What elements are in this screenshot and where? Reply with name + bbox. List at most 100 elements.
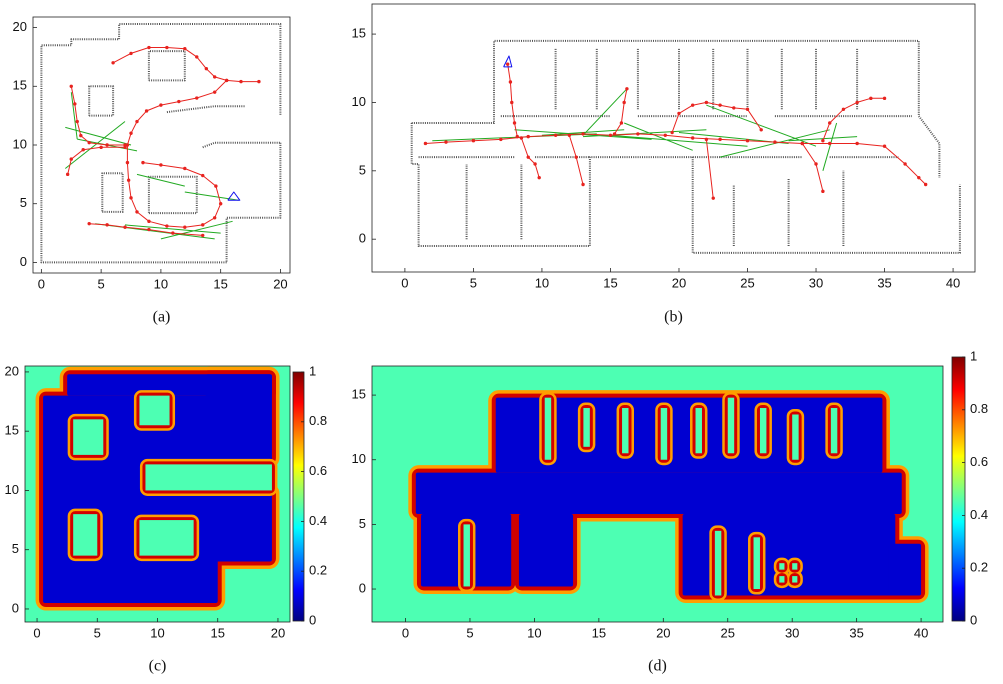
pose-marker bbox=[123, 146, 126, 149]
pose-marker bbox=[213, 90, 216, 93]
pose-marker bbox=[581, 132, 584, 135]
obstacle bbox=[145, 464, 271, 490]
pose-marker bbox=[636, 132, 639, 135]
pose-marker bbox=[145, 109, 148, 112]
pose-marker bbox=[917, 176, 920, 179]
pose-marker bbox=[506, 62, 509, 65]
plot-area bbox=[372, 4, 975, 272]
pose-marker bbox=[105, 223, 108, 226]
colorbar-tick-label: 1 bbox=[309, 363, 316, 378]
colorbar bbox=[952, 357, 965, 621]
pose-marker bbox=[183, 167, 186, 170]
pose-marker bbox=[499, 138, 502, 141]
pose-marker bbox=[609, 134, 612, 137]
x-tick-label: 10 bbox=[527, 625, 541, 640]
pose-marker bbox=[87, 222, 90, 225]
obstacle bbox=[792, 414, 798, 459]
y-tick-label: 5 bbox=[12, 541, 19, 556]
x-tick-label: 30 bbox=[785, 625, 799, 640]
pose-marker bbox=[842, 108, 845, 111]
plot-background bbox=[33, 17, 290, 273]
pose-marker bbox=[177, 100, 180, 103]
obstacle bbox=[754, 537, 760, 589]
obstacle bbox=[583, 408, 589, 447]
pose-marker bbox=[869, 97, 872, 100]
x-tick-label: 35 bbox=[877, 275, 891, 290]
x-tick-label: 0 bbox=[33, 625, 40, 640]
pose-marker bbox=[171, 231, 174, 234]
pose-marker bbox=[444, 140, 447, 143]
pose-marker bbox=[147, 220, 150, 223]
x-tick-label: 5 bbox=[94, 625, 101, 640]
pose-marker bbox=[801, 142, 804, 145]
y-tick-label: 0 bbox=[20, 254, 27, 269]
pose-marker bbox=[705, 138, 708, 141]
colorbar-tick-label: 0.8 bbox=[309, 413, 327, 428]
obstacle bbox=[792, 563, 797, 569]
colorbar-tick-label: 1 bbox=[970, 348, 977, 363]
pose-marker bbox=[225, 79, 228, 82]
y-tick-label: 20 bbox=[13, 19, 27, 34]
pose-marker bbox=[613, 132, 616, 135]
pose-marker bbox=[147, 46, 150, 49]
pose-marker bbox=[712, 196, 715, 199]
free-space bbox=[889, 544, 921, 596]
x-tick-label: 15 bbox=[213, 276, 227, 291]
pose-marker bbox=[718, 138, 721, 141]
pose-marker bbox=[746, 139, 749, 142]
pose-marker bbox=[129, 52, 132, 55]
pose-marker bbox=[677, 112, 680, 115]
panel-caption: (c) bbox=[149, 658, 167, 675]
pose-marker bbox=[760, 128, 763, 131]
x-tick-label: 40 bbox=[914, 625, 928, 640]
pose-marker bbox=[129, 196, 132, 199]
pose-marker bbox=[855, 142, 858, 145]
obstacle bbox=[622, 408, 628, 453]
pose-marker bbox=[123, 226, 126, 229]
pose-marker bbox=[509, 80, 512, 83]
pose-marker bbox=[773, 140, 776, 143]
obstacle bbox=[715, 531, 721, 596]
pose-marker bbox=[533, 162, 536, 165]
x-tick-label: 10 bbox=[150, 625, 164, 640]
pose-marker bbox=[924, 183, 927, 186]
pose-marker bbox=[82, 148, 85, 151]
y-tick-label: 20 bbox=[5, 363, 19, 378]
panel-caption: (a) bbox=[153, 309, 171, 326]
pose-marker bbox=[520, 136, 523, 139]
x-tick-label: 5 bbox=[470, 275, 477, 290]
y-tick-label: 5 bbox=[20, 195, 27, 210]
pose-marker bbox=[472, 139, 475, 142]
free-space bbox=[519, 514, 573, 586]
pose-marker bbox=[214, 184, 217, 187]
pose-marker bbox=[705, 101, 708, 104]
pose-marker bbox=[201, 234, 204, 237]
pose-marker bbox=[76, 120, 79, 123]
pose-marker bbox=[183, 47, 186, 50]
pose-marker bbox=[201, 223, 204, 226]
page: {"chart_data": [ {"type": "map", "captio… bbox=[0, 0, 1003, 684]
plot-area bbox=[372, 366, 943, 622]
free-space bbox=[416, 473, 902, 514]
pose-marker bbox=[903, 162, 906, 165]
pose-marker bbox=[66, 173, 69, 176]
x-tick-label: 25 bbox=[740, 275, 754, 290]
pose-marker bbox=[257, 80, 260, 83]
x-tick-label: 0 bbox=[401, 275, 408, 290]
pose-marker bbox=[814, 162, 817, 165]
pose-marker bbox=[73, 102, 76, 105]
panel-caption: (b) bbox=[664, 309, 683, 326]
colorbar-tick-label: 0 bbox=[309, 612, 316, 627]
pose-marker bbox=[111, 61, 114, 64]
pose-marker bbox=[201, 174, 204, 177]
obstacle bbox=[831, 408, 837, 453]
x-tick-label: 15 bbox=[210, 625, 224, 640]
x-tick-label: 35 bbox=[849, 625, 863, 640]
plot-background bbox=[372, 4, 975, 272]
panel: 00.20.40.60.810510152005101520(c) bbox=[5, 363, 328, 674]
pose-marker bbox=[527, 135, 530, 138]
pose-marker bbox=[574, 155, 577, 158]
colorbar-tick-label: 0.4 bbox=[970, 507, 988, 522]
x-tick-label: 30 bbox=[809, 275, 823, 290]
pose-marker bbox=[625, 87, 628, 90]
